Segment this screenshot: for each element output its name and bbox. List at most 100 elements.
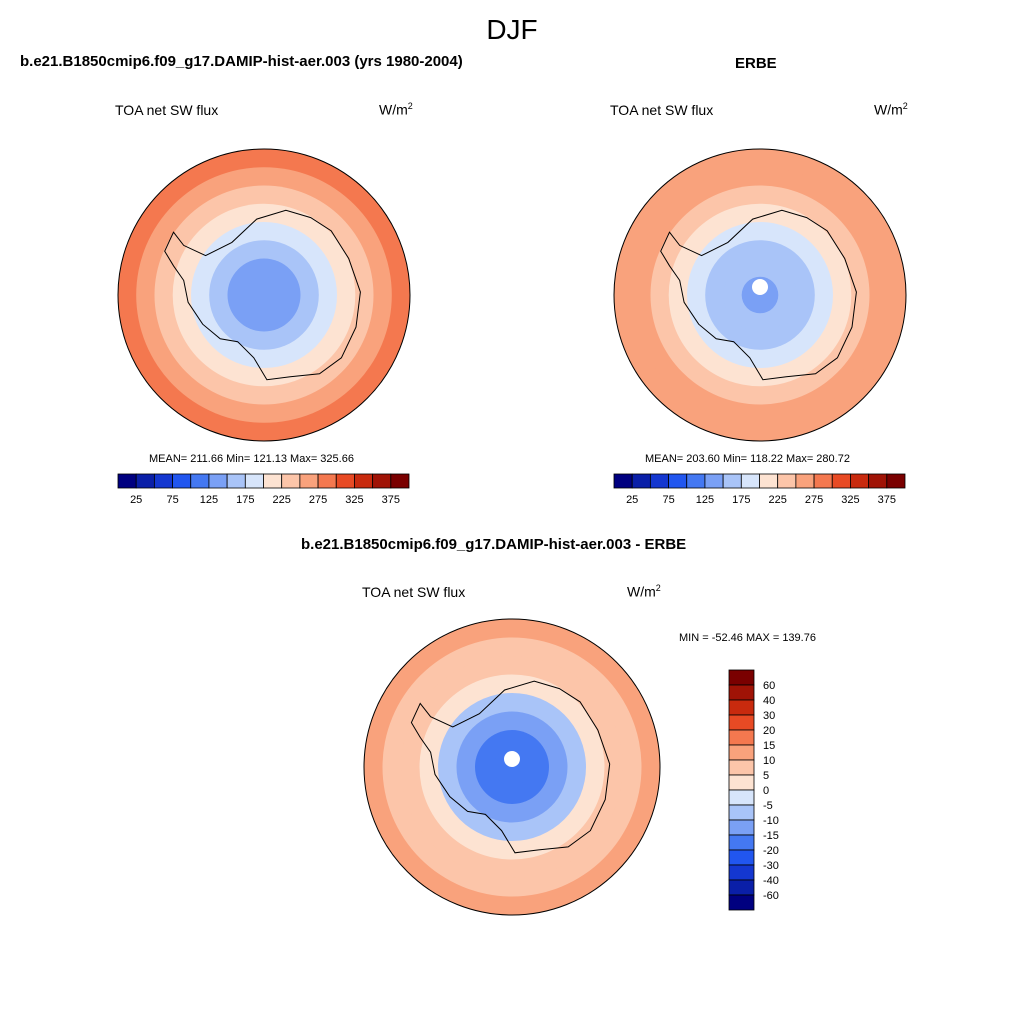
colorbar-tick-label: 225 — [273, 494, 291, 506]
colorbar-swatch — [153, 473, 173, 489]
colorbar-swatch — [850, 473, 870, 489]
obs-units-label: W/m2 — [874, 101, 908, 118]
colorbar-swatch — [172, 473, 192, 489]
colorbar-swatch — [263, 473, 283, 489]
colorbar-swatch — [335, 473, 355, 489]
colorbar-swatch — [728, 819, 755, 836]
model-panel-title: b.e21.B1850cmip6.f09_g17.DAMIP-hist-aer.… — [20, 53, 463, 70]
colorbar-swatch — [631, 473, 651, 489]
colorbar-swatch — [317, 473, 337, 489]
diff-variable-label: TOA net SW flux — [362, 584, 466, 600]
colorbar-obs: 25 75 125 175 225 275 325 375 — [613, 473, 906, 506]
colorbar-swatch — [244, 473, 264, 489]
colorbar-tick-label: 275 — [309, 494, 327, 506]
obs-variable-label: TOA net SW flux — [610, 102, 714, 118]
missing-data-pole — [752, 279, 768, 295]
colorbar-swatch — [728, 804, 755, 821]
colorbar-swatch — [728, 714, 755, 731]
colorbar-tick-label: 325 — [345, 494, 363, 506]
colorbar-tick-label: 25 — [626, 494, 638, 506]
colorbar-tick-label: -5 — [763, 800, 773, 812]
colorbar-tick-label: 5 — [763, 770, 769, 782]
colorbar-swatch — [759, 473, 779, 489]
coastline — [410, 680, 611, 854]
colorbar-swatch — [728, 894, 755, 911]
colorbar-swatch — [281, 473, 301, 489]
colorbar-swatch — [135, 473, 155, 489]
colorbar-swatch — [354, 473, 374, 489]
colorbar-diff: 60 40 30 20 15 10 5 0 -5 -10 -15 -20 -30 -40 -60 — [728, 669, 779, 911]
colorbar-tick-label: -20 — [763, 845, 779, 857]
model-variable-label: TOA net SW flux — [115, 102, 219, 118]
colorbar-tick-label: 20 — [763, 725, 775, 737]
colorbar-tick-label: 15 — [763, 740, 775, 752]
colorbar-swatch — [728, 759, 755, 776]
colorbar-swatch — [390, 473, 410, 489]
colorbar-tick-label: 30 — [763, 710, 775, 722]
colorbar-swatch — [728, 774, 755, 791]
colorbar-tick-label: 0 — [763, 785, 769, 797]
colorbar-tick-label: 175 — [236, 494, 254, 506]
colorbar-swatch — [777, 473, 797, 489]
colorbar-swatch — [668, 473, 688, 489]
coastline — [660, 209, 857, 381]
colorbar-tick-label: 60 — [763, 680, 775, 692]
contour-band — [261, 292, 267, 298]
colorbar-tick-label: -40 — [763, 875, 779, 887]
colorbar-swatch — [704, 473, 724, 489]
colorbar-tick-label: 225 — [769, 494, 787, 506]
polar-map-model — [117, 148, 411, 442]
colorbar-swatch — [299, 473, 319, 489]
colorbar-tick-label: 40 — [763, 695, 775, 707]
colorbar-tick-label: -15 — [763, 830, 779, 842]
colorbar-swatch — [813, 473, 833, 489]
figure-title: DJF — [486, 14, 538, 45]
colorbar-tick-label: 25 — [130, 494, 142, 506]
polar-map-diff — [363, 618, 661, 916]
colorbar-swatch — [728, 669, 755, 686]
colorbar-swatch — [728, 849, 755, 866]
colorbar-tick-label: 375 — [382, 494, 400, 506]
colorbar-swatch — [795, 473, 815, 489]
colorbar-swatch — [226, 473, 246, 489]
colorbar-swatch — [613, 473, 633, 489]
model-units-label: W/m2 — [379, 101, 413, 118]
model-stats-text: MEAN= 211.66 Min= 121.13 Max= 325.66 — [149, 453, 354, 465]
map-border — [117, 148, 411, 442]
colorbar-swatch — [728, 699, 755, 716]
colorbar-swatch — [740, 473, 760, 489]
polar-map-obs — [613, 148, 907, 442]
colorbar-swatch — [372, 473, 392, 489]
colorbar-tick-label: -30 — [763, 860, 779, 872]
diff-panel-title: b.e21.B1850cmip6.f09_g17.DAMIP-hist-aer.… — [301, 536, 687, 553]
colorbar-tick-label: -60 — [763, 890, 779, 902]
colorbar-tick-label: 75 — [166, 494, 178, 506]
colorbar-swatch — [831, 473, 851, 489]
colorbar-model: 25 75 125 175 225 275 325 375 — [117, 473, 410, 506]
colorbar-tick-label: -10 — [763, 815, 779, 827]
colorbar-swatch — [728, 789, 755, 806]
missing-data-pole — [504, 751, 520, 767]
colorbar-tick-label: 125 — [696, 494, 714, 506]
colorbar-swatch — [728, 684, 755, 701]
map-border — [613, 148, 907, 442]
coastline — [164, 209, 361, 381]
colorbar-swatch — [728, 879, 755, 896]
colorbar-swatch — [649, 473, 669, 489]
colorbar-swatch — [728, 864, 755, 881]
map-border — [363, 618, 661, 916]
diff-stats-text: MIN = -52.46 MAX = 139.76 — [679, 632, 816, 644]
colorbar-tick-label: 125 — [200, 494, 218, 506]
colorbar-swatch — [117, 473, 137, 489]
obs-panel-title: ERBE — [735, 55, 777, 72]
colorbar-swatch — [728, 729, 755, 746]
colorbar-swatch — [722, 473, 742, 489]
colorbar-tick-label: 325 — [841, 494, 859, 506]
colorbar-tick-label: 75 — [662, 494, 674, 506]
colorbar-swatch — [868, 473, 888, 489]
colorbar-tick-label: 275 — [805, 494, 823, 506]
colorbar-swatch — [190, 473, 210, 489]
colorbar-swatch — [686, 473, 706, 489]
colorbar-tick-label: 10 — [763, 755, 775, 767]
